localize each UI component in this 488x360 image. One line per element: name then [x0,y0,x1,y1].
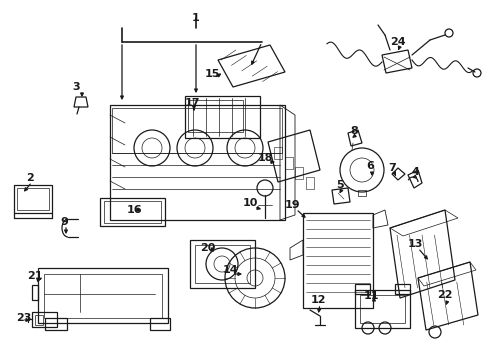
Bar [187,100,243,132]
Bar [44,274,162,318]
Bar [295,167,303,179]
Text: 1: 1 [192,13,200,23]
Text: 21: 21 [27,271,42,281]
Bar [195,245,249,283]
Text: 16: 16 [126,205,142,215]
Bar [35,315,43,325]
Text: 4: 4 [410,167,418,177]
Text: 7: 7 [387,163,395,173]
Text: 10: 10 [242,198,257,208]
Bar [32,312,57,327]
Bar [104,201,161,223]
Text: 22: 22 [436,290,452,300]
Bar [45,318,67,330]
Bar [303,213,372,308]
Bar [150,318,170,330]
Bar [100,198,164,226]
Text: 18: 18 [257,153,272,163]
Text: 17: 17 [184,98,199,108]
Text: 2: 2 [26,173,34,183]
Bar [274,147,282,159]
Bar [284,157,292,169]
Bar [38,268,168,323]
Text: 24: 24 [389,37,405,47]
Bar [305,177,313,189]
Bar [190,240,254,288]
Text: 19: 19 [284,200,299,210]
Bar [17,188,49,210]
Text: 13: 13 [407,239,422,249]
Text: 15: 15 [204,69,219,79]
Text: 9: 9 [60,217,68,227]
Text: 12: 12 [309,295,325,305]
Bar [354,284,369,294]
Bar [359,295,404,323]
Bar [14,185,52,213]
Text: 6: 6 [366,161,373,171]
Text: 14: 14 [222,265,237,275]
Bar [184,96,260,138]
Bar [110,105,285,220]
Bar [112,108,282,153]
Bar [354,290,409,328]
Text: 5: 5 [336,180,343,190]
Text: 3: 3 [72,82,80,92]
Text: 11: 11 [363,291,378,301]
Text: 20: 20 [200,243,215,253]
Text: 23: 23 [16,313,32,323]
Bar [394,284,409,294]
Text: 8: 8 [349,126,357,136]
Bar [357,190,365,196]
